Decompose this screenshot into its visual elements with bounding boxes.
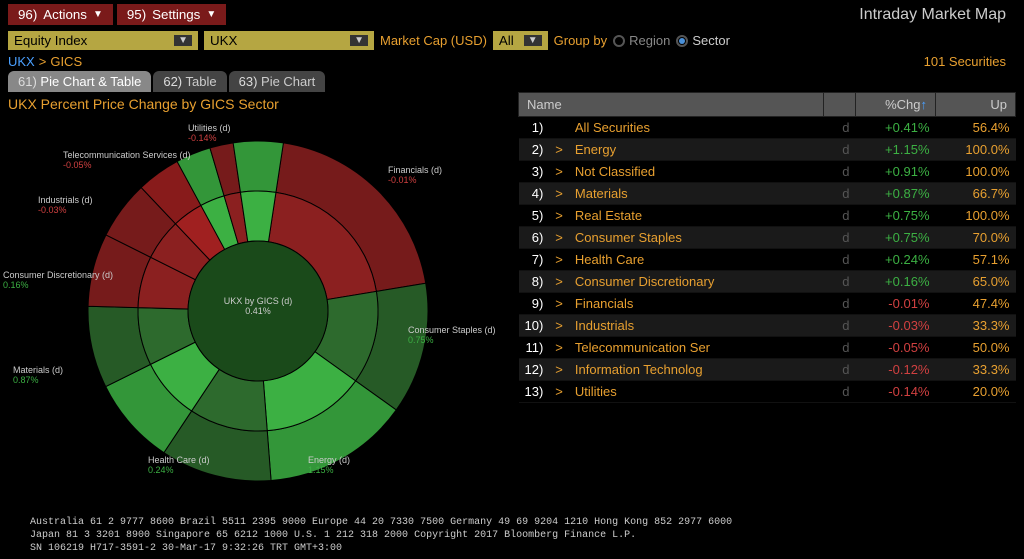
chevron-down-icon: ▼ <box>206 9 216 20</box>
group-by-label: Group by <box>554 33 607 48</box>
settings-num: 95) <box>127 7 146 22</box>
table-row[interactable]: 10)>Industrialsd-0.03%33.3% <box>519 315 1016 337</box>
breadcrumb-sep: > <box>39 54 47 69</box>
settings-label: Settings <box>152 7 200 22</box>
chart-slice-label: Consumer Discretionary (d)0.16% <box>3 271 113 291</box>
table-row[interactable]: 5)>Real Estated+0.75%100.0% <box>519 205 1016 227</box>
breadcrumb-root[interactable]: UKX <box>8 54 35 69</box>
securities-count: 101 Securities <box>924 54 1016 69</box>
pie-chart: UKX by GICS (d) 0.41% Financials (d)-0.0… <box>8 116 508 496</box>
scope-dropdown[interactable]: All ▼ <box>493 31 548 50</box>
sector-table: Name %Chg↑ Up 1)All Securitiesd+0.41%56.… <box>518 92 1016 403</box>
actions-num: 96) <box>18 7 37 22</box>
radio-sector[interactable]: Sector <box>676 33 730 48</box>
table-row[interactable]: 6)>Consumer Staplesd+0.75%70.0% <box>519 227 1016 249</box>
chart-slice-label: Industrials (d)-0.03% <box>38 196 93 216</box>
breadcrumb-leaf[interactable]: GICS <box>50 54 82 69</box>
page-title: Intraday Market Map <box>859 6 1016 24</box>
settings-menu[interactable]: 95) Settings ▼ <box>117 4 226 25</box>
tab-pie-chart-table[interactable]: 61) Pie Chart & Table <box>8 71 151 92</box>
radio-region[interactable]: Region <box>613 33 670 48</box>
table-row[interactable]: 7)>Health Cared+0.24%57.1% <box>519 249 1016 271</box>
radio-icon <box>676 35 688 47</box>
chart-center-label: UKX by GICS (d) 0.41% <box>224 296 293 316</box>
chart-title: UKX Percent Price Change by GICS Sector <box>8 92 518 116</box>
chart-slice-label: Utilities (d)-0.14% <box>188 124 231 144</box>
footer: Australia 61 2 9777 8600 Brazil 5511 239… <box>0 512 1024 559</box>
chart-slice-label: Financials (d)-0.01% <box>388 166 442 186</box>
col-name[interactable]: Name <box>519 93 824 117</box>
tab-table[interactable]: 62) Table <box>153 71 226 92</box>
table-row[interactable]: 1)All Securitiesd+0.41%56.4% <box>519 117 1016 139</box>
index-type-dropdown[interactable]: Equity Index ▼ <box>8 31 198 50</box>
metric-label: Market Cap (USD) <box>380 33 487 48</box>
table-row[interactable]: 8)>Consumer Discretionaryd+0.16%65.0% <box>519 271 1016 293</box>
table-row[interactable]: 9)>Financialsd-0.01%47.4% <box>519 293 1016 315</box>
chevron-down-icon: ▼ <box>350 35 368 46</box>
col-up[interactable]: Up <box>936 93 1016 117</box>
radio-icon <box>613 35 625 47</box>
actions-label: Actions <box>43 7 87 22</box>
table-row[interactable]: 3)>Not Classifiedd+0.91%100.0% <box>519 161 1016 183</box>
table-row[interactable]: 4)>Materialsd+0.87%66.7% <box>519 183 1016 205</box>
table-row[interactable]: 2)>Energyd+1.15%100.0% <box>519 139 1016 161</box>
actions-menu[interactable]: 96) Actions ▼ <box>8 4 113 25</box>
table-row[interactable]: 12)>Information Technologd-0.12%33.3% <box>519 359 1016 381</box>
ticker-dropdown[interactable]: UKX ▼ <box>204 31 374 50</box>
col-chg[interactable]: %Chg↑ <box>856 93 936 117</box>
chevron-down-icon: ▼ <box>93 9 103 20</box>
chart-slice-label: Health Care (d)0.24% <box>148 456 210 476</box>
chart-slice-label: Telecommunication Services (d)-0.05% <box>63 151 191 171</box>
tab-pie-chart[interactable]: 63) Pie Chart <box>229 71 326 92</box>
chart-slice-label: Materials (d)0.87% <box>13 366 63 386</box>
chevron-down-icon: ▼ <box>524 35 542 46</box>
chevron-down-icon: ▼ <box>174 35 192 46</box>
table-row[interactable]: 11)>Telecommunication Serd-0.05%50.0% <box>519 337 1016 359</box>
table-row[interactable]: 13)>Utilitiesd-0.14%20.0% <box>519 381 1016 403</box>
chart-slice-label: Energy (d)1.15% <box>308 456 350 476</box>
chart-slice-label: Consumer Staples (d)0.75% <box>408 326 496 346</box>
